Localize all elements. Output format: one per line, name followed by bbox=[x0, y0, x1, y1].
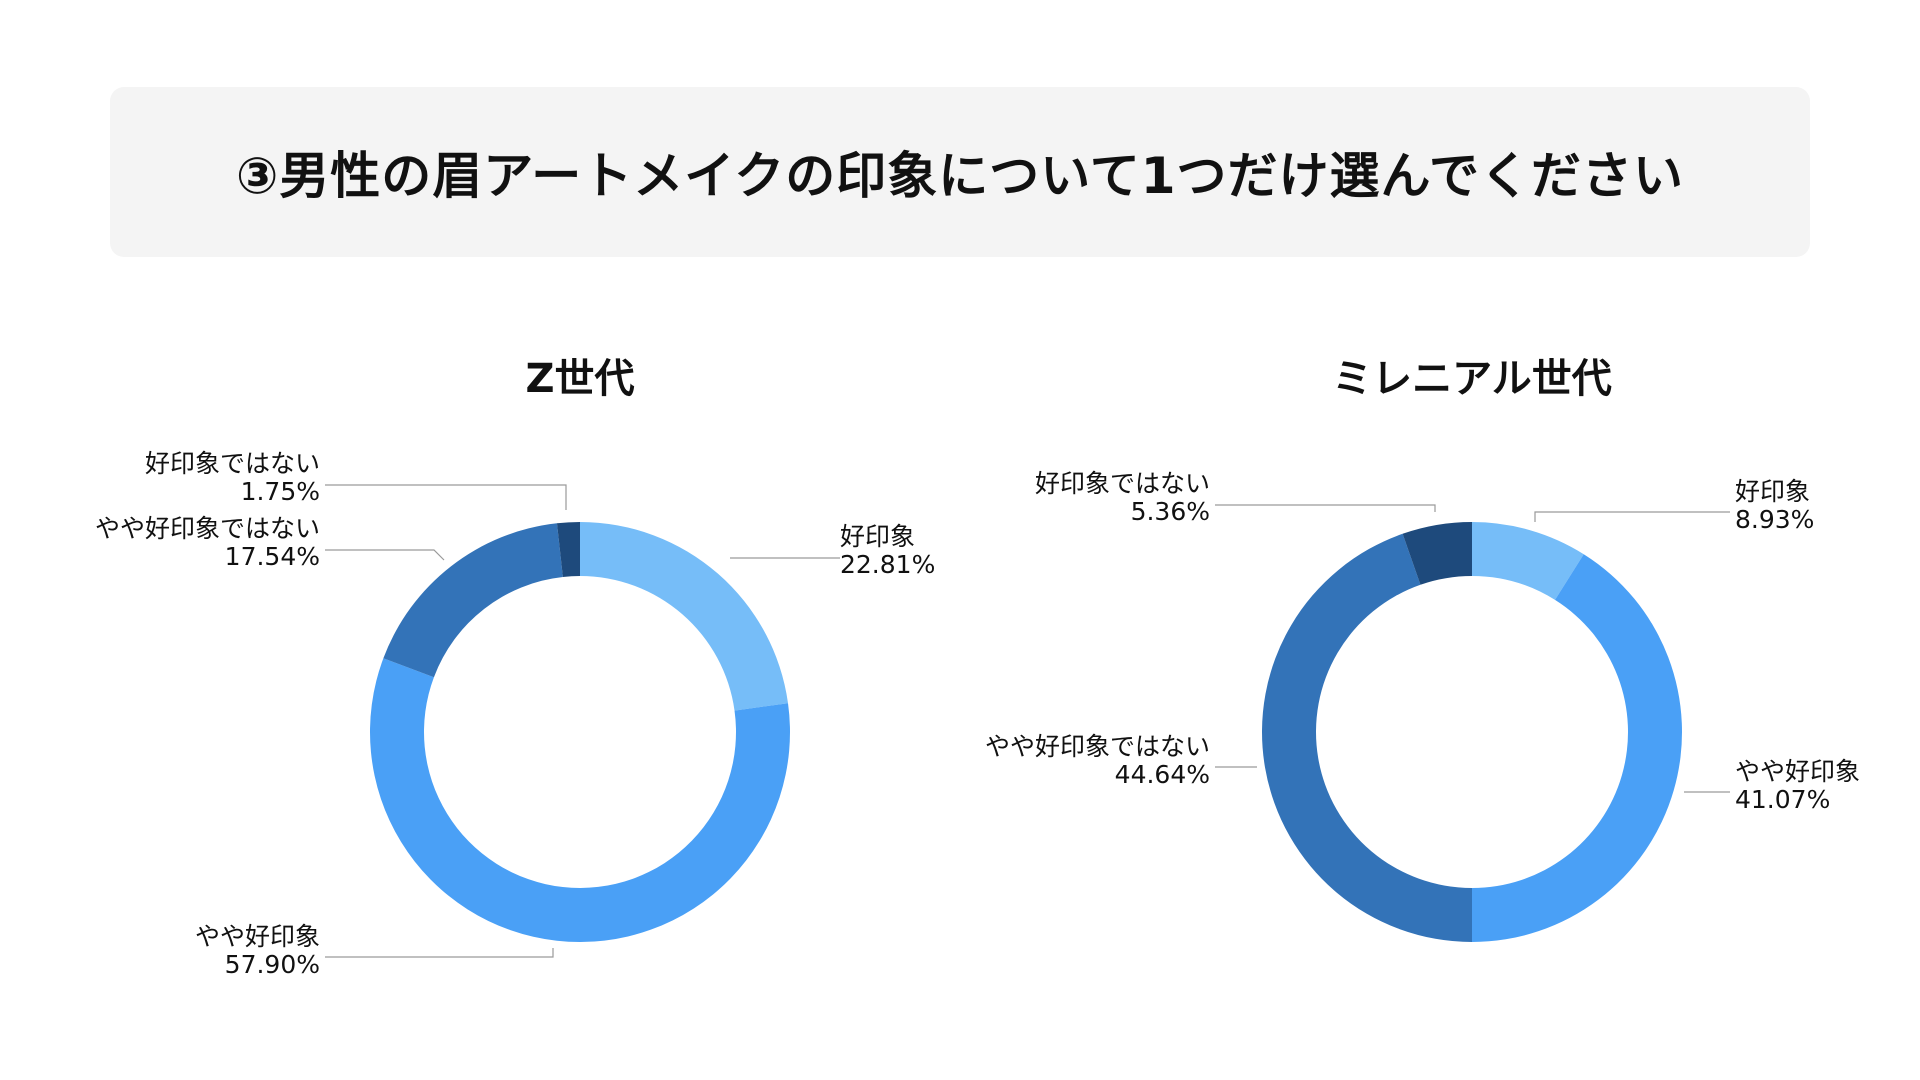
slice-category-label: やや好印象 bbox=[195, 922, 320, 951]
leader-line bbox=[325, 549, 445, 561]
donut-slice bbox=[580, 522, 789, 711]
donut-slice bbox=[1472, 554, 1683, 942]
slice-value-label: 1.75% bbox=[241, 477, 320, 506]
slice-value-label: 22.81% bbox=[840, 550, 935, 579]
slice-category-label: 好印象 bbox=[840, 522, 915, 551]
slice-category-label: 好印象ではない bbox=[1035, 469, 1210, 498]
slice-value-label: 5.36% bbox=[1131, 497, 1210, 526]
page-title: ③男性の眉アートメイクの印象について1つだけ選んでください bbox=[235, 147, 1685, 205]
donut-slice bbox=[383, 523, 563, 678]
donut-slice bbox=[370, 658, 790, 942]
slice-value-label: 8.93% bbox=[1735, 505, 1814, 534]
donut-slice bbox=[1402, 522, 1472, 585]
donut-slice bbox=[1262, 533, 1472, 942]
leader-line bbox=[1215, 504, 1436, 512]
slice-value-label: 44.64% bbox=[1115, 760, 1210, 789]
leader-line bbox=[325, 484, 567, 510]
leader-line bbox=[1534, 511, 1730, 522]
slice-category-label: やや好印象 bbox=[1735, 757, 1860, 786]
chart-title: Z世代 bbox=[525, 356, 634, 402]
slice-category-label: 好印象 bbox=[1735, 477, 1810, 506]
title-banner: ③男性の眉アートメイクの印象について1つだけ選んでください bbox=[110, 87, 1810, 257]
slice-value-label: 57.90% bbox=[225, 950, 320, 979]
slice-category-label: やや好印象ではない bbox=[985, 732, 1210, 761]
leader-line bbox=[325, 948, 554, 958]
slice-value-label: 41.07% bbox=[1735, 785, 1830, 814]
donut-slice bbox=[556, 522, 580, 577]
slice-category-label: やや好印象ではない bbox=[95, 514, 320, 543]
chart-title: ミレニアル世代 bbox=[1332, 356, 1612, 402]
slice-category-label: 好印象ではない bbox=[145, 449, 320, 478]
donut-slice bbox=[1472, 522, 1584, 600]
slice-value-label: 17.54% bbox=[225, 542, 320, 571]
